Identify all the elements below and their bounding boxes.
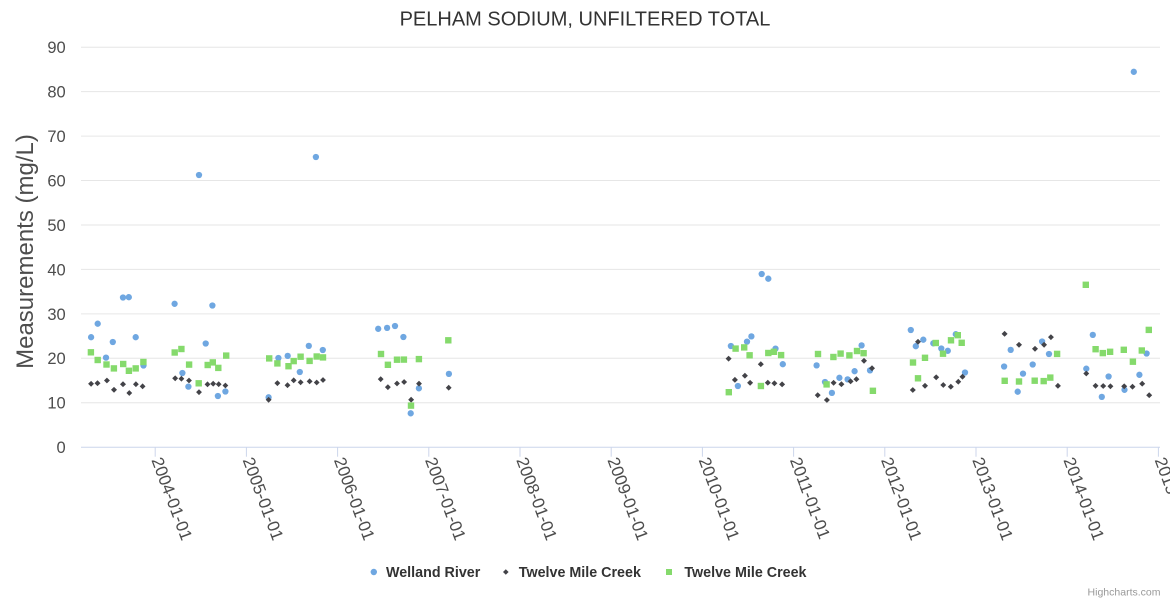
svg-text:Measurements (mg/L): Measurements (mg/L)	[12, 134, 39, 369]
svg-text:0: 0	[57, 439, 66, 457]
svg-text:PELHAM SODIUM, UNFILTERED TOTA: PELHAM SODIUM, UNFILTERED TOTAL	[400, 8, 771, 30]
svg-text:Welland River: Welland River	[386, 565, 481, 581]
svg-text:60: 60	[47, 172, 65, 190]
svg-text:70: 70	[47, 128, 65, 146]
svg-text:80: 80	[47, 84, 65, 102]
svg-text:Twelve Mile Creek: Twelve Mile Creek	[684, 565, 806, 581]
svg-text:90: 90	[47, 39, 65, 57]
svg-text:20: 20	[47, 350, 65, 368]
svg-text:Highcharts.com: Highcharts.com	[1088, 587, 1161, 599]
svg-text:30: 30	[47, 306, 65, 324]
svg-text:10: 10	[47, 395, 65, 413]
svg-text:40: 40	[47, 261, 65, 279]
svg-text:Twelve Mile Creek: Twelve Mile Creek	[519, 565, 641, 581]
svg-text:50: 50	[47, 217, 65, 235]
